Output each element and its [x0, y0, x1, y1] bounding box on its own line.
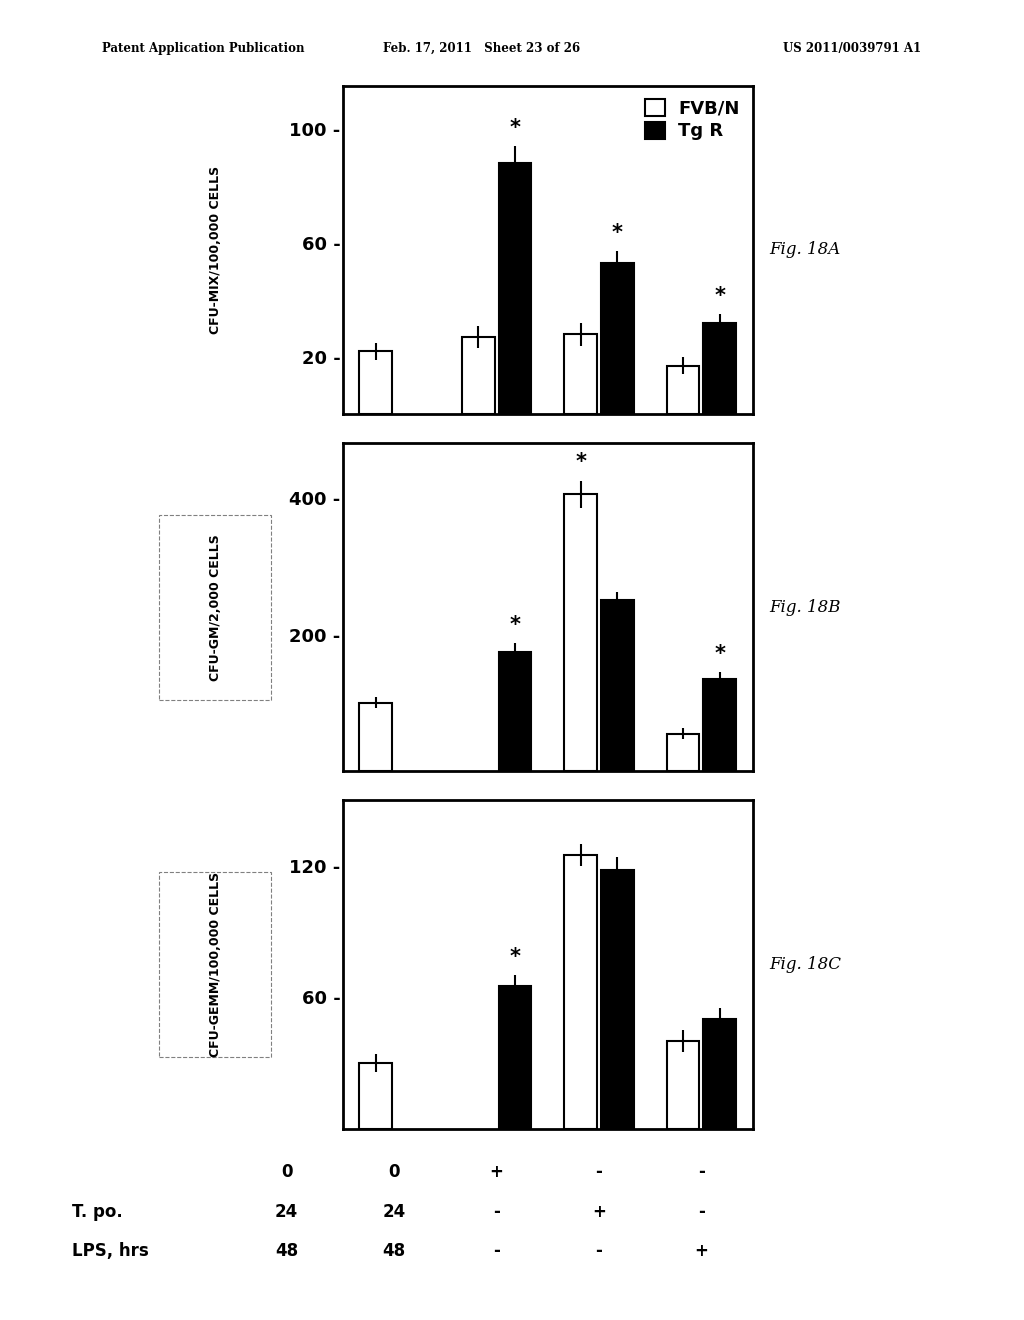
Text: +: +: [592, 1203, 606, 1221]
Text: 48: 48: [275, 1242, 298, 1261]
Text: -: -: [494, 1242, 500, 1261]
Text: CFU-MIX/100,000 CELLS: CFU-MIX/100,000 CELLS: [209, 166, 221, 334]
Bar: [703, 678, 736, 771]
Text: +: +: [489, 1163, 504, 1181]
Text: 24: 24: [383, 1203, 406, 1221]
Bar: [359, 351, 392, 414]
Text: CFU-GEMM/100,000 CELLS: CFU-GEMM/100,000 CELLS: [209, 873, 221, 1057]
Text: 24: 24: [275, 1203, 298, 1221]
Text: CFU-GM/2,000 CELLS: CFU-GM/2,000 CELLS: [209, 533, 221, 681]
Text: Patent Application Publication: Patent Application Publication: [102, 42, 305, 55]
Text: -: -: [698, 1163, 705, 1181]
Text: Feb. 17, 2011   Sheet 23 of 26: Feb. 17, 2011 Sheet 23 of 26: [383, 42, 580, 55]
Text: *: *: [612, 223, 623, 243]
Bar: [601, 870, 634, 1129]
Bar: [564, 855, 597, 1129]
Text: -: -: [698, 1203, 705, 1221]
Text: *: *: [715, 286, 725, 306]
Text: *: *: [715, 644, 725, 664]
Text: US 2011/0039791 A1: US 2011/0039791 A1: [783, 42, 922, 55]
Text: LPS, hrs: LPS, hrs: [72, 1242, 148, 1261]
Bar: [564, 334, 597, 414]
Bar: [462, 337, 495, 414]
Bar: [359, 704, 392, 771]
Bar: [564, 495, 597, 771]
Bar: [601, 263, 634, 414]
Legend: FVB/N, Tg R: FVB/N, Tg R: [640, 94, 744, 145]
Bar: [499, 162, 531, 414]
Text: Fig. 18B: Fig. 18B: [769, 599, 841, 615]
Bar: [499, 986, 531, 1129]
Text: 0: 0: [281, 1163, 293, 1181]
Bar: [601, 601, 634, 771]
Text: Fig. 18C: Fig. 18C: [769, 956, 841, 973]
Text: *: *: [510, 615, 520, 635]
Text: Fig. 18A: Fig. 18A: [769, 242, 841, 259]
Bar: [667, 734, 699, 771]
Bar: [703, 1019, 736, 1129]
Bar: [667, 1041, 699, 1129]
Bar: [667, 366, 699, 414]
Text: +: +: [694, 1242, 709, 1261]
Text: -: -: [596, 1242, 602, 1261]
Text: *: *: [510, 948, 520, 968]
Text: *: *: [575, 453, 586, 473]
Bar: [703, 322, 736, 414]
Text: 48: 48: [383, 1242, 406, 1261]
Bar: [499, 652, 531, 771]
Text: 0: 0: [388, 1163, 400, 1181]
Text: -: -: [596, 1163, 602, 1181]
Text: -: -: [494, 1203, 500, 1221]
Bar: [359, 1063, 392, 1129]
Text: T. po.: T. po.: [72, 1203, 123, 1221]
Text: *: *: [510, 117, 520, 137]
